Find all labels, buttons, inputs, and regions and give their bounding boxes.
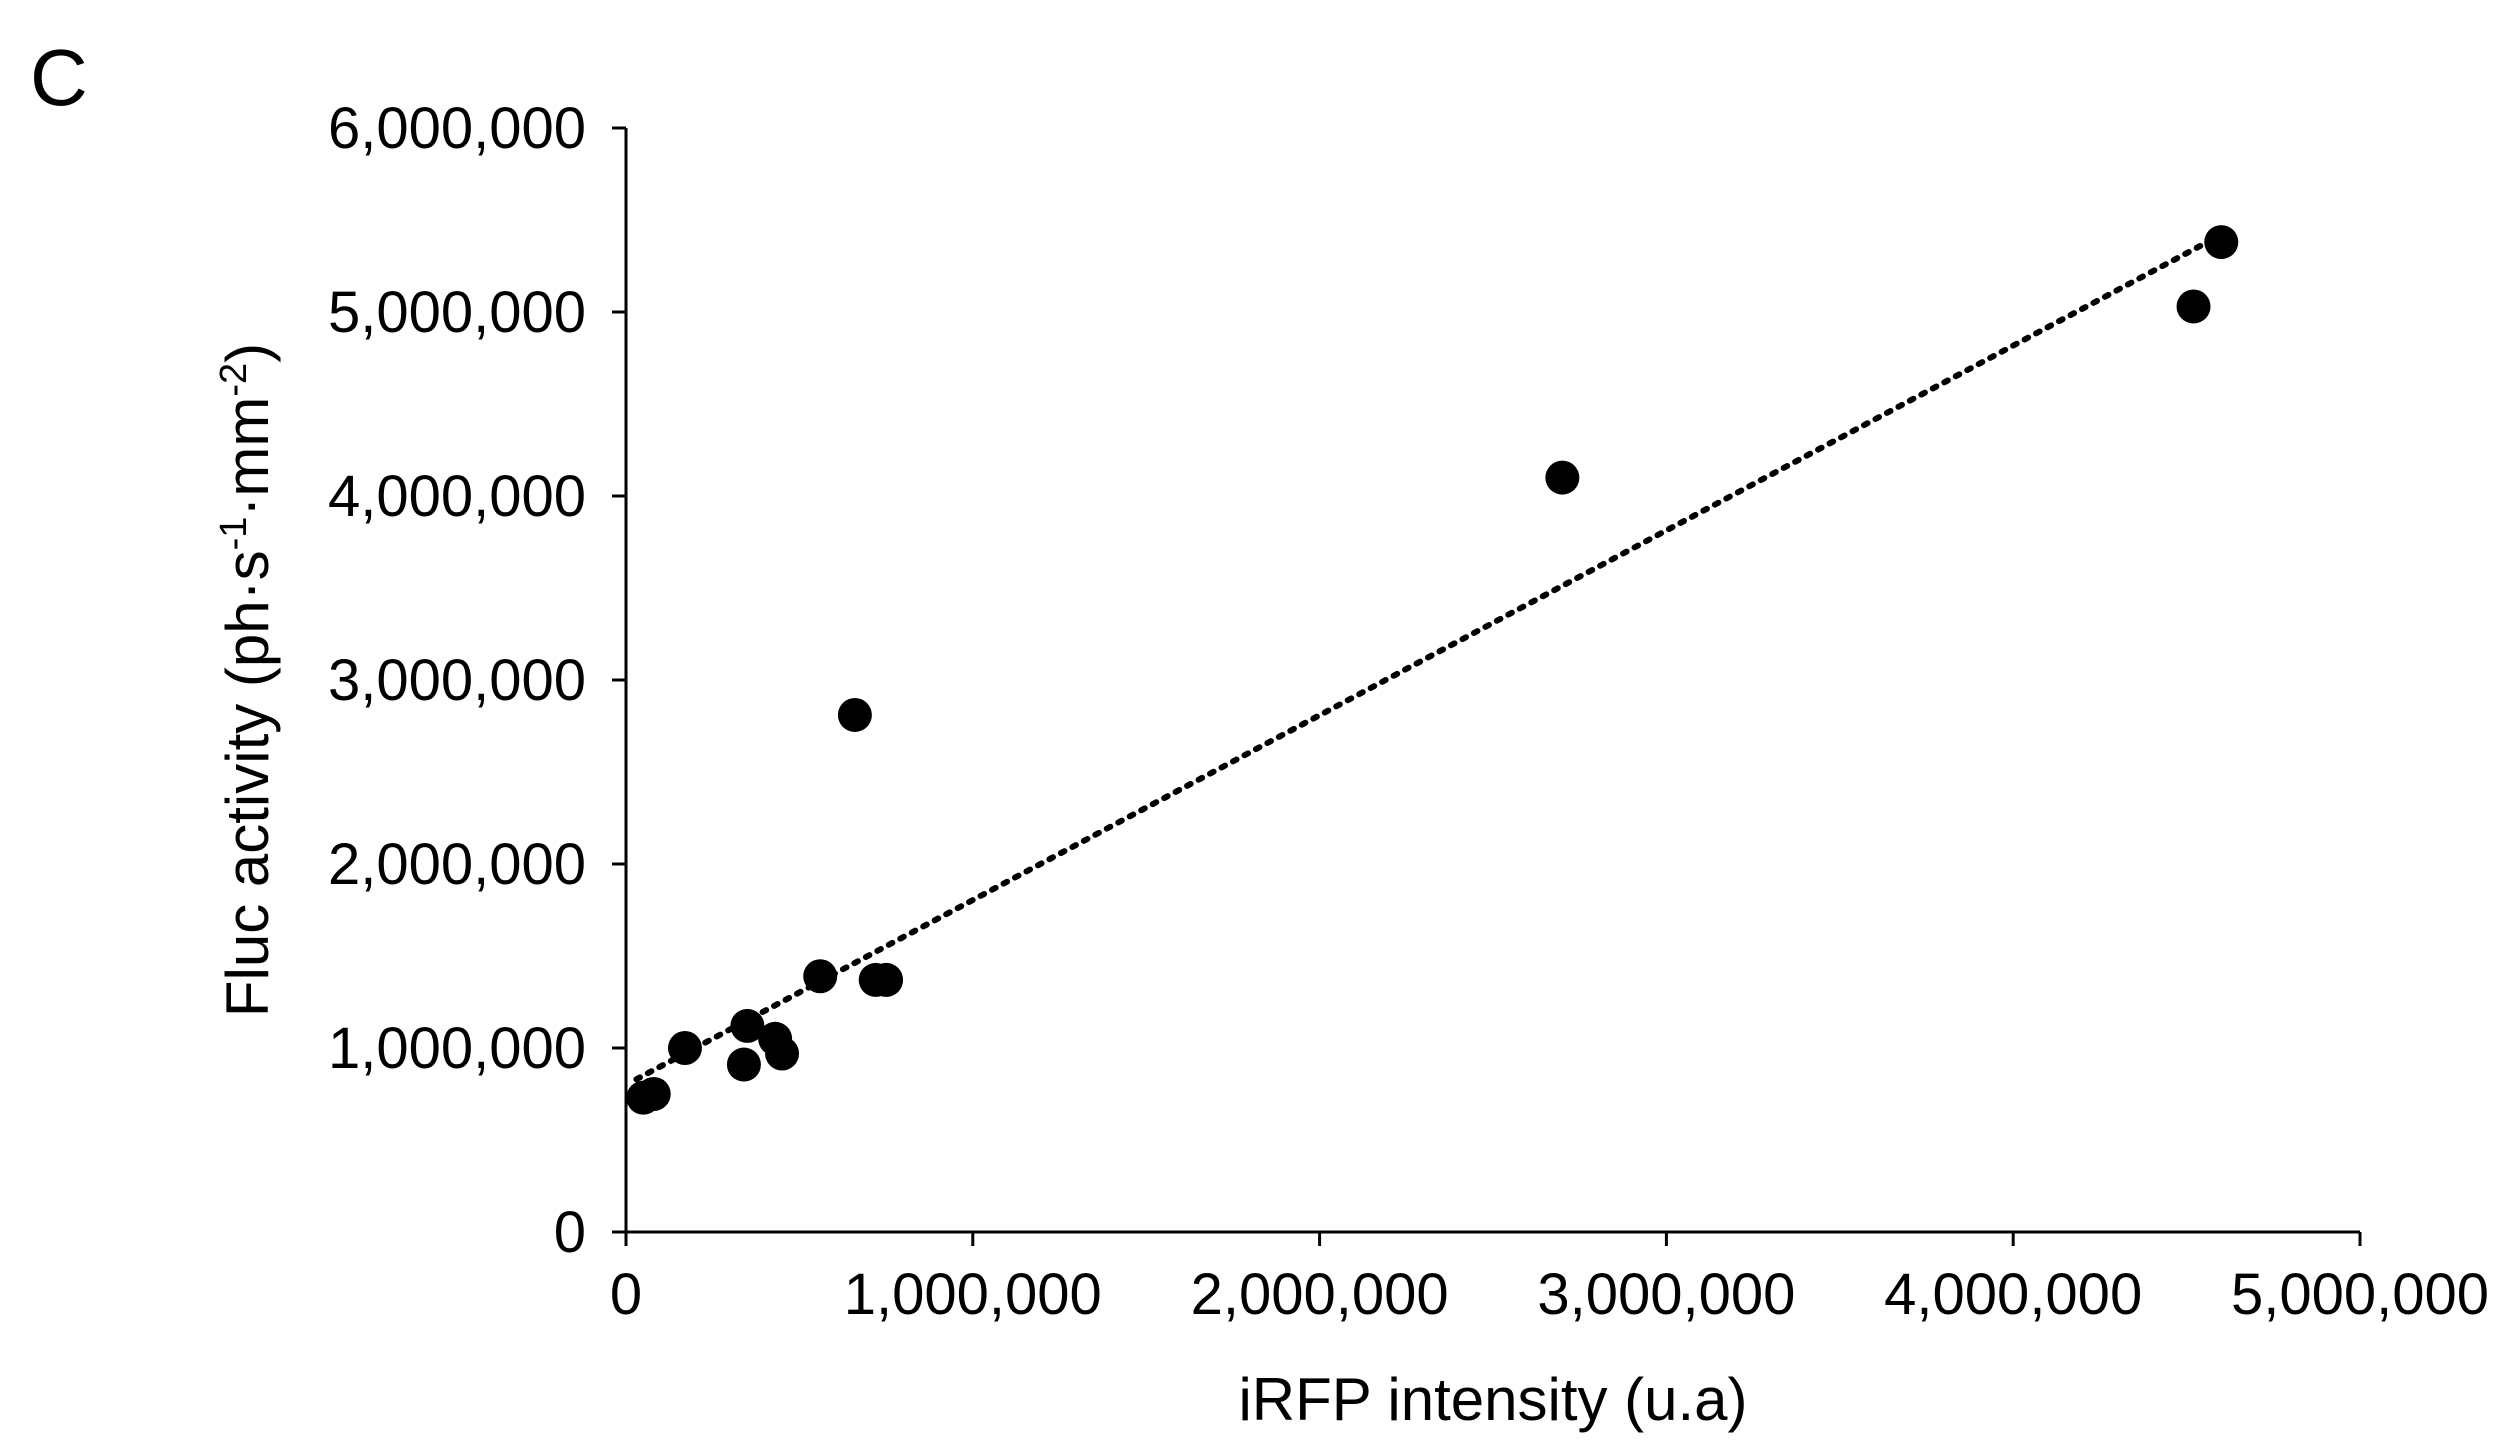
x-tick-label: 4,000,000 xyxy=(1884,1262,2142,1327)
y-axis-title-superscript: -2 xyxy=(213,363,255,397)
y-tick-label: 3,000,000 xyxy=(328,648,586,713)
y-axis-title-text: ) xyxy=(214,343,281,363)
axes xyxy=(624,128,2360,1234)
y-tick-label: 1,000,000 xyxy=(328,1016,586,1081)
data-point xyxy=(869,962,904,997)
x-tick-label: 2,000,000 xyxy=(1191,1262,1449,1327)
x-axis-ticks: 0 1,000,000 2,000,000 3,000,000 4,000,000 5,0… xyxy=(610,1232,2489,1327)
x-tick-label: 1,000,000 xyxy=(844,1262,1102,1327)
data-point xyxy=(803,959,838,994)
data-point xyxy=(730,1008,765,1043)
y-axis-ticks: 0 1,000,000 2,000,000 3,000,000 4,000,000 5,0… xyxy=(328,96,626,1265)
data-point xyxy=(2204,225,2239,260)
data-point xyxy=(1545,460,1580,495)
y-axis-title-superscript: -1 xyxy=(213,517,255,551)
y-tick-label: 6,000,000 xyxy=(328,96,586,161)
x-tick-label: 3,000,000 xyxy=(1537,1262,1795,1327)
data-point xyxy=(667,1031,702,1065)
data-point xyxy=(837,697,872,732)
y-axis-title-text: ·mm xyxy=(214,397,281,517)
x-tick-label: 5,000,000 xyxy=(2231,1262,2489,1327)
y-tick-label: 2,000,000 xyxy=(328,832,586,897)
data-point xyxy=(765,1036,800,1071)
data-point xyxy=(726,1047,761,1082)
y-axis-title: Fluc activity (ph·s-1·mm-2) xyxy=(213,343,281,1017)
y-tick-label: 4,000,000 xyxy=(328,464,586,529)
data-point xyxy=(2176,289,2211,324)
y-tick-label: 5,000,000 xyxy=(328,280,586,345)
data-points xyxy=(626,225,2239,1115)
y-axis-title-text: Fluc activity (ph·s xyxy=(214,550,281,1017)
data-point xyxy=(636,1077,671,1111)
panel-label: C xyxy=(30,33,88,122)
trendline xyxy=(633,231,2225,1083)
x-axis-title: iRFP intensity (u.a) xyxy=(1238,1366,1747,1433)
x-tick-label: 0 xyxy=(610,1262,642,1327)
y-tick-label: 0 xyxy=(554,1200,586,1265)
